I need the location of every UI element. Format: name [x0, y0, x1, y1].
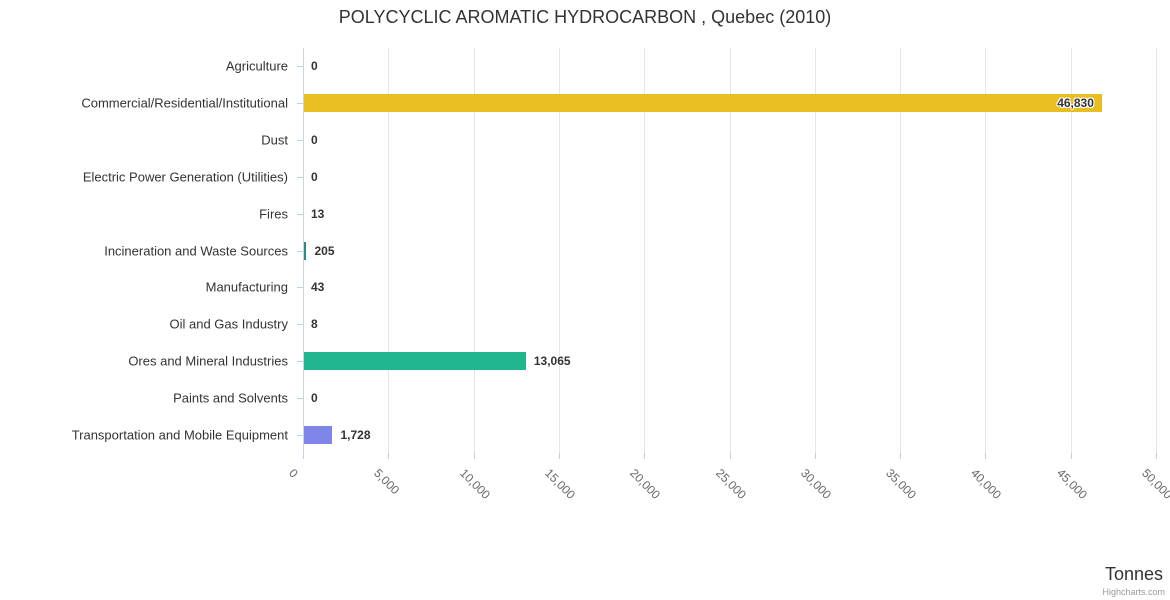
bar-value-label: 0 — [311, 59, 318, 74]
category-label: Commercial/Residential/Institutional — [81, 95, 288, 111]
x-axis-tick — [729, 453, 731, 459]
y-axis-tick — [297, 66, 303, 68]
grid-line — [388, 48, 390, 453]
x-axis-tick — [900, 453, 902, 459]
y-axis-tick — [297, 103, 303, 105]
bar-incineration-and-waste-sources[interactable] — [303, 241, 307, 260]
x-axis-label: 10,000 — [456, 466, 493, 502]
grid-line — [1070, 48, 1072, 453]
bar-value-label: 0 — [311, 390, 318, 405]
bar-commercial-residential-institutional[interactable] — [303, 94, 1102, 113]
chart-title: POLYCYCLIC AROMATIC HYDROCARBON , Quebec… — [338, 7, 832, 27]
y-axis-tick — [297, 360, 303, 362]
x-axis-tick — [1156, 453, 1157, 459]
bar-value-label: 0 — [311, 169, 318, 184]
x-axis-tick — [303, 453, 304, 459]
x-axis-label: 50,000 — [1139, 466, 1170, 502]
bar-value-label: 46,830 — [1057, 96, 1094, 111]
x-axis-tick — [558, 453, 560, 459]
x-axis-label: 15,000 — [541, 466, 578, 502]
highcharts-credits-link[interactable]: Highcharts.com — [1102, 587, 1165, 597]
grid-line — [900, 48, 902, 453]
category-label: Fires — [259, 206, 288, 222]
category-label: Paints and Solvents — [173, 390, 288, 406]
x-axis-label: 40,000 — [968, 466, 1005, 502]
x-axis-tick — [814, 453, 816, 459]
bar-value-label: 13,065 — [533, 353, 571, 368]
bar-transportation-and-mobile-equipment[interactable] — [303, 425, 333, 444]
y-axis-tick — [297, 434, 303, 436]
x-axis-label: 25,000 — [712, 466, 749, 502]
x-axis-tick — [473, 453, 475, 459]
grid-line — [729, 48, 731, 453]
grid-line — [1156, 48, 1157, 453]
y-axis-tick — [297, 397, 303, 399]
bar-value-label: 205 — [314, 243, 335, 258]
grid-line — [644, 48, 646, 453]
bar-value-label: 43 — [311, 280, 325, 295]
grid-line — [985, 48, 987, 453]
x-axis-label: 45,000 — [1053, 466, 1090, 502]
y-axis-tick — [297, 176, 303, 178]
x-axis-tick — [388, 453, 390, 459]
bar-value-label: 1,728 — [340, 427, 371, 442]
grid-line — [473, 48, 475, 453]
x-axis-label: 30,000 — [797, 466, 834, 502]
category-label: Electric Power Generation (Utilities) — [82, 169, 288, 185]
x-axis-label: 0 — [286, 466, 301, 481]
x-axis-label: 35,000 — [883, 466, 920, 502]
bar-value-label: 8 — [311, 317, 318, 332]
grid-line — [814, 48, 816, 453]
category-label: Transportation and Mobile Equipment — [71, 427, 288, 443]
x-axis-tick — [985, 453, 987, 459]
x-axis-tick — [1070, 453, 1072, 459]
category-label: Ores and Mineral Industries — [128, 353, 288, 369]
bar-ores-and-mineral-industries[interactable] — [303, 351, 526, 370]
y-axis-tick — [297, 213, 303, 215]
category-label: Dust — [261, 132, 288, 148]
x-axis-tick — [644, 453, 646, 459]
x-axis-title: Tonnes — [1104, 564, 1163, 584]
grid-line — [558, 48, 560, 453]
y-axis-tick — [297, 287, 303, 289]
x-axis-label: 20,000 — [627, 466, 664, 502]
category-label: Incineration and Waste Sources — [104, 243, 288, 258]
x-axis-label: 5,000 — [371, 466, 403, 498]
bar-value-label: 13 — [311, 206, 325, 221]
category-label: Agriculture — [225, 58, 288, 74]
y-axis-tick — [297, 250, 303, 252]
y-axis-category-labels: Agriculture Commercial/Residential/Instit… — [0, 48, 288, 453]
y-axis-tick — [297, 140, 303, 142]
y-axis-line — [303, 48, 304, 453]
plot-area: 0 46,830 0 0 13 205 43 8 13,065 0 1,728 — [303, 48, 1157, 453]
category-label: Oil and Gas Industry — [169, 316, 289, 332]
category-label: Manufacturing — [205, 279, 288, 295]
bar-value-label: 0 — [311, 133, 318, 148]
y-axis-tick — [297, 324, 303, 326]
